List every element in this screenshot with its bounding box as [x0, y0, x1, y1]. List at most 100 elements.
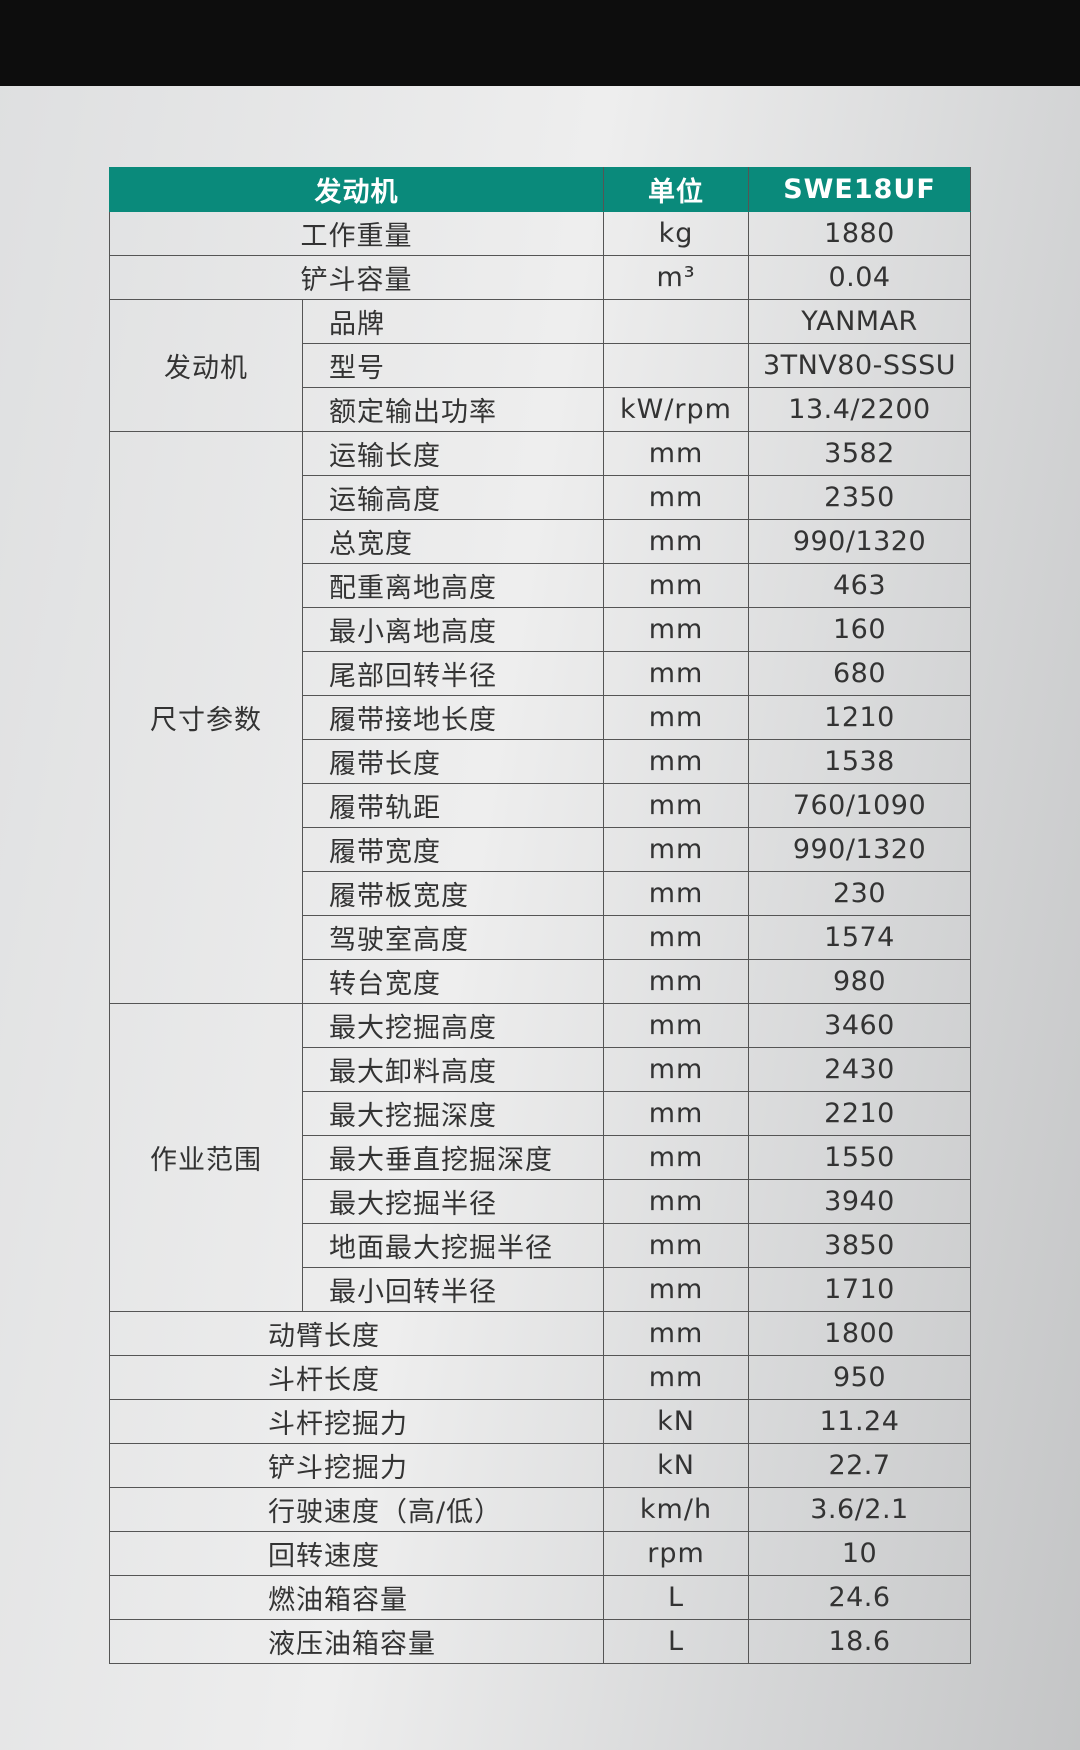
param-unit [603, 343, 749, 388]
param-unit: kN [603, 1399, 749, 1444]
param-value: 0.04 [748, 255, 971, 300]
param-value: 1538 [748, 739, 971, 784]
param-unit: mm [603, 1223, 749, 1268]
param-value: 230 [748, 871, 971, 916]
param-value: 3940 [748, 1179, 971, 1224]
param-value: 950 [748, 1355, 971, 1400]
param-unit: mm [603, 607, 749, 652]
param-value: 680 [748, 651, 971, 696]
table-row: 驾驶室高度 mm 1574 [110, 915, 971, 960]
table-row: 尺寸参数 运输长度 mm 3582 [109, 431, 971, 1004]
table-row: 作业范围 最大挖掘高度 mm 3460 [109, 1003, 971, 1312]
param-value: 11.24 [748, 1399, 971, 1444]
param-name: 最大挖掘高度 [302, 1003, 604, 1048]
header-unit: 单位 [603, 167, 749, 212]
param-value: 1574 [748, 915, 971, 960]
param-value: 3TNV80-SSSU [748, 343, 971, 388]
table-row: 转台宽度 mm 980 [110, 959, 971, 1004]
param-value: 3582 [748, 431, 971, 476]
table-row: 额定输出功率 kW/rpm 13.4/2200 [110, 387, 971, 432]
param-value: YANMAR [748, 299, 971, 344]
param-unit: kN [603, 1443, 749, 1488]
table-row: 动臂长度 mm 1800 [109, 1311, 971, 1356]
param-name: 履带轨距 [302, 783, 604, 828]
param-name: 铲斗挖掘力 [109, 1443, 604, 1488]
param-name: 额定输出功率 [302, 387, 604, 432]
table-row: 总宽度 mm 990/1320 [110, 519, 971, 564]
param-name: 履带宽度 [302, 827, 604, 872]
param-unit: mm [603, 519, 749, 564]
param-unit: L [603, 1575, 749, 1620]
spec-table: 发动机 单位 SWE18UF 工作重量 kg 1880 铲斗容量 m³ 0.04 发动机 品牌… [109, 167, 971, 1664]
param-value: 1710 [748, 1267, 971, 1312]
header-param: 发动机 [109, 167, 604, 212]
table-row: 履带宽度 mm 990/1320 [110, 827, 971, 872]
param-value: 1210 [748, 695, 971, 740]
table-row: 运输高度 mm 2350 [110, 475, 971, 520]
top-black-bar [0, 0, 1080, 86]
param-unit: kg [603, 211, 749, 256]
param-name: 运输高度 [302, 475, 604, 520]
group-label: 作业范围 [109, 1003, 303, 1312]
param-unit: m³ [603, 255, 749, 300]
table-row: 最小离地高度 mm 160 [110, 607, 971, 652]
param-unit: kW/rpm [603, 387, 749, 432]
param-value: 160 [748, 607, 971, 652]
param-name: 最小回转半径 [302, 1267, 604, 1312]
param-unit: mm [603, 1179, 749, 1224]
param-name: 运输长度 [302, 431, 604, 476]
param-unit: mm [603, 827, 749, 872]
param-name: 驾驶室高度 [302, 915, 604, 960]
param-unit: mm [603, 1091, 749, 1136]
param-unit: mm [603, 1135, 749, 1180]
param-unit: mm [603, 1003, 749, 1048]
table-row: 地面最大挖掘半径 mm 3850 [110, 1223, 971, 1268]
table-header-row: 发动机 单位 SWE18UF [109, 167, 971, 212]
table-row: 最大卸料高度 mm 2430 [110, 1047, 971, 1092]
table-row: 履带板宽度 mm 230 [110, 871, 971, 916]
param-value: 2430 [748, 1047, 971, 1092]
param-unit: mm [603, 1355, 749, 1400]
param-name: 最大垂直挖掘深度 [302, 1135, 604, 1180]
param-unit: rpm [603, 1531, 749, 1576]
param-unit: mm [603, 475, 749, 520]
param-unit: L [603, 1619, 749, 1664]
param-name: 履带长度 [302, 739, 604, 784]
table-row: 燃油箱容量 L 24.6 [109, 1575, 971, 1620]
param-name: 回转速度 [109, 1531, 604, 1576]
table-row: 最大垂直挖掘深度 mm 1550 [110, 1135, 971, 1180]
param-value: 990/1320 [748, 519, 971, 564]
param-value: 990/1320 [748, 827, 971, 872]
table-row: 液压油箱容量 L 18.6 [109, 1619, 971, 1664]
table-row: 尾部回转半径 mm 680 [110, 651, 971, 696]
param-name: 最大挖掘半径 [302, 1179, 604, 1224]
param-name: 履带接地长度 [302, 695, 604, 740]
param-name: 最大卸料高度 [302, 1047, 604, 1092]
param-value: 1880 [748, 211, 971, 256]
table-row: 履带接地长度 mm 1210 [110, 695, 971, 740]
table-row: 最大挖掘半径 mm 3940 [110, 1179, 971, 1224]
param-name: 铲斗容量 [109, 255, 604, 300]
param-value: 980 [748, 959, 971, 1004]
param-value: 24.6 [748, 1575, 971, 1620]
param-value: 3460 [748, 1003, 971, 1048]
param-unit [603, 299, 749, 344]
group-label: 尺寸参数 [109, 431, 303, 1004]
param-unit: mm [603, 959, 749, 1004]
param-unit: mm [603, 1311, 749, 1356]
param-value: 463 [748, 563, 971, 608]
param-value: 22.7 [748, 1443, 971, 1488]
param-name: 品牌 [302, 299, 604, 344]
param-value: 13.4/2200 [748, 387, 971, 432]
param-name: 总宽度 [302, 519, 604, 564]
param-name: 地面最大挖掘半径 [302, 1223, 604, 1268]
param-unit: mm [603, 651, 749, 696]
param-unit: mm [603, 563, 749, 608]
param-name: 动臂长度 [109, 1311, 604, 1356]
table-row: 斗杆挖掘力 kN 11.24 [109, 1399, 971, 1444]
param-name: 斗杆长度 [109, 1355, 604, 1400]
param-name: 斗杆挖掘力 [109, 1399, 604, 1444]
param-name: 燃油箱容量 [109, 1575, 604, 1620]
group-label: 发动机 [109, 299, 303, 432]
param-name: 工作重量 [109, 211, 604, 256]
